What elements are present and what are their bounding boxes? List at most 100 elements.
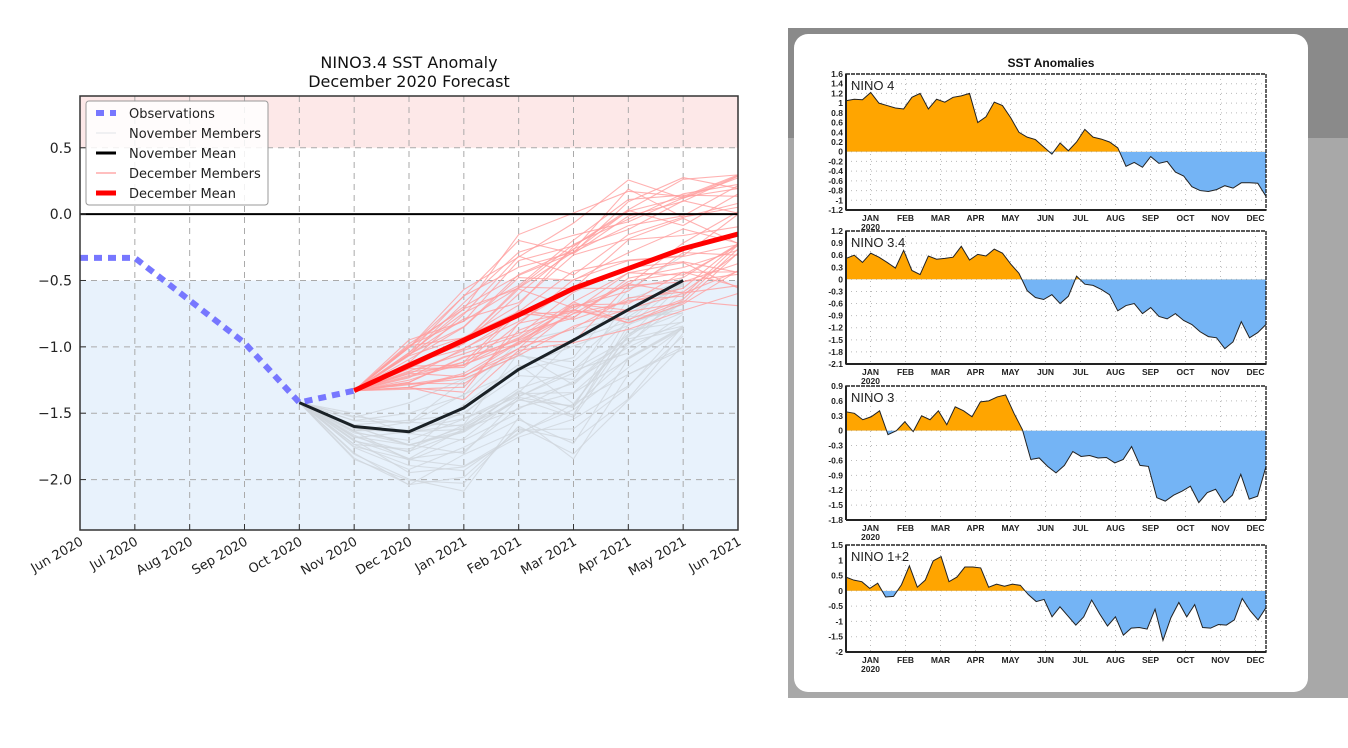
sst-anomalies-chart: SST Anomalies 1.61.41.210.80.60.40.20-0.… — [828, 56, 1267, 674]
x-tick-label: Jun 2020 — [28, 534, 86, 576]
chart-title: NINO3.4 SST Anomaly — [320, 53, 497, 72]
december-member-line — [353, 226, 739, 392]
sst-x-tick-label: FEB — [897, 367, 914, 377]
november-member-line — [299, 325, 684, 461]
sst-y-tick-label: 1.2 — [831, 226, 843, 236]
sst-x-tick-label: JAN — [862, 213, 879, 223]
sst-positive-area — [846, 556, 1266, 591]
sst-panel-1: 1.61.41.210.80.60.40.20-0.2-0.4-0.6-0.8-… — [828, 69, 1267, 232]
x-tick-label: Nov 2020 — [298, 534, 360, 578]
sst-year-label: 2020 — [861, 532, 880, 542]
sst-y-tick-label: -0.2 — [828, 156, 843, 166]
x-tick-label: Dec 2020 — [353, 534, 415, 578]
x-tick-label: Apr 2021 — [575, 534, 634, 577]
y-tick-label: −0.5 — [38, 273, 72, 289]
legend-box — [85, 100, 269, 206]
sst-y-tick-label: -1.5 — [828, 500, 843, 510]
sst-x-tick-label: MAY — [1001, 523, 1019, 533]
sst-x-tick-label: MAR — [931, 213, 950, 223]
sst-x-tick-label: JAN — [862, 367, 879, 377]
observations-line — [80, 254, 355, 406]
sst-y-tick-label: -0.6 — [828, 176, 843, 186]
sst-x-tick-label: MAY — [1001, 367, 1019, 377]
sst-x-tick-label: APR — [967, 367, 985, 377]
december-member-line — [354, 283, 739, 392]
sst-y-tick-label: 1.4 — [831, 79, 843, 89]
nino34-forecast-figure: 0.5 0.0 −0.5 −1.0 −1.5 −2.0 Jun 2020 Jul 2020 Au… — [0, 0, 760, 610]
november-member-line — [298, 326, 684, 471]
legend: Observations November Members November Mea… — [85, 100, 269, 206]
sst-y-tick-label: 0.6 — [831, 118, 843, 128]
x-tick-label: Aug 2020 — [134, 534, 196, 578]
sst-x-tick-label: NOV — [1211, 655, 1230, 665]
december-member-line — [354, 271, 739, 392]
x-tick-label: Sep 2020 — [190, 534, 251, 578]
december-member-line — [353, 175, 739, 392]
sst-y-tick-label: 0 — [838, 274, 843, 284]
sst-x-tick-label: JAN — [862, 655, 879, 665]
sst-x-tick-label: JUN — [1037, 523, 1054, 533]
december-member-line — [353, 244, 739, 392]
sst-x-tick-label: DEC — [1247, 367, 1265, 377]
sst-y-tick-label: 0.4 — [831, 127, 843, 137]
sst-x-tick-label: APR — [967, 213, 985, 223]
sst-y-tick-label: -1.2 — [828, 323, 843, 333]
y-tick-label: 0.5 — [50, 141, 72, 157]
sst-y-tick-label: 0.3 — [831, 262, 843, 272]
sst-x-tick-label: MAY — [1001, 655, 1019, 665]
november-member-line — [299, 301, 684, 441]
sst-panel-2: 1.2 0.9 0.6 0.3 0 -0.3 -0.6 -0.9 -1.2 -1.5 -1.8 -2.… — [828, 226, 1267, 386]
december-member-line — [353, 177, 739, 392]
x-tick-label: Mar 2021 — [519, 534, 580, 578]
sst-anomaly-line — [845, 91, 1267, 197]
sst-year-label: 2020 — [861, 222, 880, 232]
sst-positive-area — [846, 394, 1266, 431]
sst-x-tick-label: AUG — [1106, 523, 1125, 533]
sst-y-tick-label: 1.5 — [831, 540, 843, 550]
sst-y-tick-label: 1 — [838, 98, 843, 108]
december-member-line — [354, 270, 739, 392]
sst-y-tick-label: 0 — [838, 426, 843, 436]
sst-x-tick-label: FEB — [897, 213, 914, 223]
sst-positive-area — [846, 92, 1266, 152]
y-tick-label: −1.0 — [38, 340, 72, 356]
december-member-line — [354, 249, 739, 392]
chart-subtitle: December 2020 Forecast — [308, 72, 510, 91]
december-member-line — [353, 228, 739, 392]
sst-panel-label: NINO 3.4 — [851, 235, 905, 250]
sst-x-tick-label: NOV — [1211, 213, 1230, 223]
sst-year-label: 2020 — [861, 664, 880, 674]
sst-y-tick-label: 0.5 — [831, 571, 843, 581]
sst-panel-4: 1.5 1 0.5 0 -0.5 -1 -1.5 -2 NINO 1+2 JAN FEB MAR APR… — [828, 540, 1267, 674]
sst-y-tick-label: -0.6 — [828, 455, 843, 465]
sst-y-tick-label: -2.1 — [828, 359, 843, 369]
december-member-line — [353, 177, 739, 392]
sst-y-tick-label: -0.9 — [828, 311, 843, 321]
sst-y-tick-label: -0.4 — [828, 166, 843, 176]
sst-negative-area — [846, 279, 1266, 349]
sst-x-tick-label: MAR — [931, 655, 950, 665]
sst-y-tick-label: -1.8 — [828, 347, 843, 357]
sst-x-tick-label: JUL — [1072, 523, 1088, 533]
sst-y-tick-label: -0.3 — [828, 286, 843, 296]
sst-x-tick-label: OCT — [1177, 523, 1196, 533]
sst-panel-label: NINO 3 — [851, 390, 894, 405]
sst-y-tick-label: 0.6 — [831, 396, 843, 406]
legend-label: December Mean — [129, 187, 236, 202]
legend-label: November Mean — [129, 147, 236, 162]
legend-label: Observations — [129, 107, 215, 122]
december-member-line — [353, 213, 739, 392]
november-member-line — [299, 325, 684, 446]
december-member-line — [354, 243, 739, 392]
sst-negative-area — [846, 590, 1266, 641]
sst-x-tick-label: JUL — [1072, 655, 1088, 665]
sst-positive-area — [846, 246, 1266, 280]
sst-y-tick-label: 0 — [838, 586, 843, 596]
sst-x-tick-label: APR — [967, 523, 985, 533]
sst-y-tick-label: 1.2 — [831, 88, 843, 98]
sst-x-tick-label: AUG — [1106, 213, 1125, 223]
sst-x-tick-label: OCT — [1177, 367, 1196, 377]
sst-x-tick-label: NOV — [1211, 523, 1230, 533]
sst-x-tick-label: FEB — [897, 523, 914, 533]
sst-panel-3: 0.9 0.6 0.3 0 -0.3 -0.6 -0.9 -1.2 -1.5 -1.8 NINO 3… — [828, 381, 1267, 542]
